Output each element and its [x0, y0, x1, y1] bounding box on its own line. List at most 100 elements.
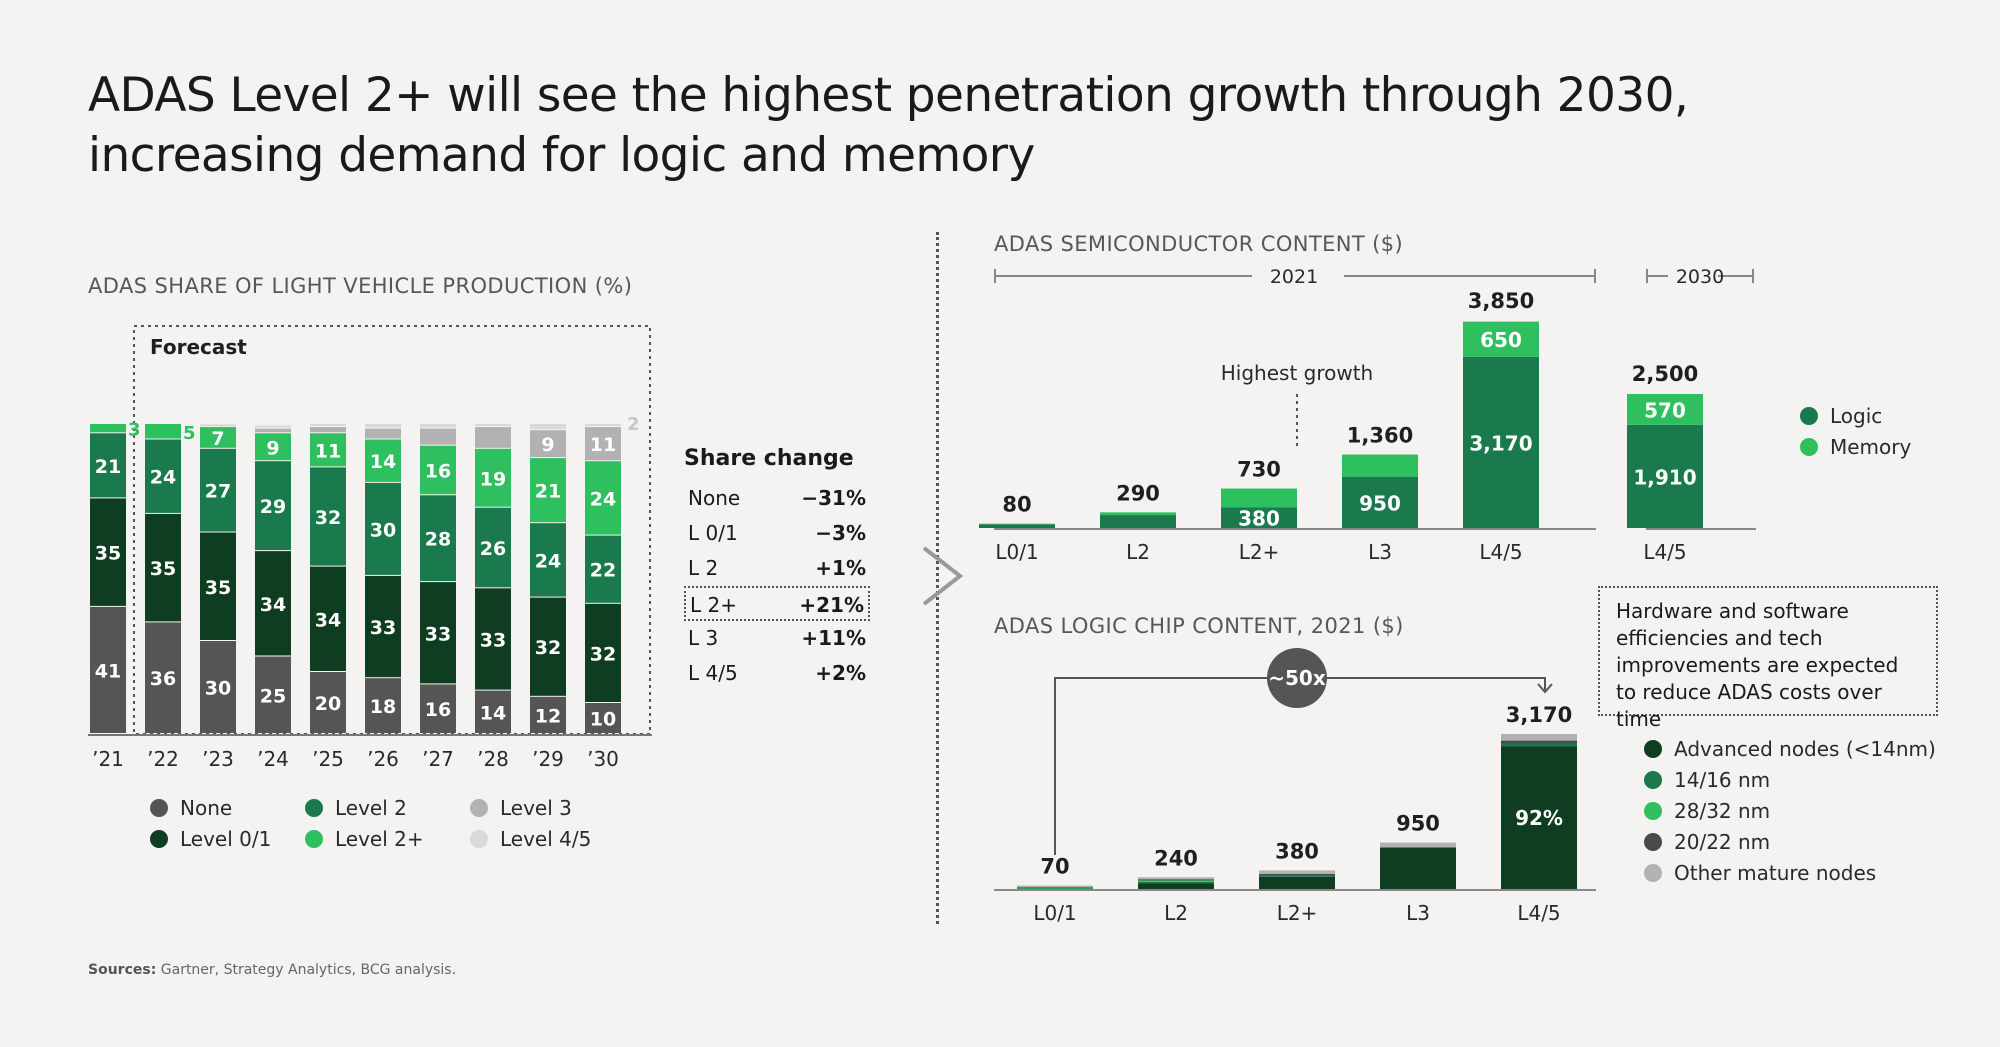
bar-segment: [585, 703, 621, 733]
legend-swatch: [150, 829, 168, 848]
bar-segment: [1138, 883, 1214, 889]
total-label: 290: [1116, 481, 1160, 505]
vertical-divider: [936, 232, 939, 924]
data-label: 35: [95, 543, 121, 565]
x-tick-label: ’27: [422, 747, 454, 771]
legend-swatch: [1800, 406, 1818, 425]
legend-item: Level 2: [305, 792, 424, 823]
data-label: 29: [260, 496, 286, 518]
bar-segment: [475, 424, 511, 427]
bar-segment: [475, 588, 511, 690]
total-label: 80: [1002, 493, 1031, 517]
legend-label: Memory: [1830, 434, 1912, 459]
total-label: 3,170: [1506, 703, 1572, 727]
data-label: 92%: [1515, 806, 1563, 830]
share-change-label: L 2: [688, 556, 719, 580]
data-label: 11: [590, 434, 616, 456]
bar-segment: [200, 425, 236, 427]
bar-segment: [1501, 740, 1577, 744]
x-tick-label: ’24: [257, 747, 289, 771]
legend-item: Memory: [1800, 431, 1911, 462]
x-tick-label: L4/5: [1517, 901, 1560, 925]
bar-segment: [365, 678, 401, 733]
legend-item: Advanced nodes (<14nm): [1644, 733, 1936, 764]
legend-swatch: [1644, 770, 1662, 789]
total-label: 950: [1396, 812, 1440, 836]
bar-segment: [255, 551, 291, 656]
data-label: 570: [1644, 398, 1686, 422]
bar-segment: [475, 448, 511, 507]
data-label: 32: [535, 637, 561, 659]
legend-item: Logic: [1800, 400, 1911, 431]
x-tick-label: ’21: [92, 747, 124, 771]
share-change-value: +2%: [815, 661, 866, 685]
data-label: 5: [183, 423, 196, 444]
share-change-row-highlight: L 2+ +21%: [684, 586, 870, 621]
forecast-label: Forecast: [150, 335, 247, 359]
share-change-value: +1%: [815, 556, 866, 580]
bar-segment: [420, 445, 456, 495]
bar-segment: [1100, 515, 1176, 528]
legend-swatch: [305, 829, 323, 848]
data-label: 36: [150, 668, 176, 690]
share-change-row: L 4/5 +2%: [684, 656, 870, 691]
data-label: 28: [425, 529, 451, 551]
legend-label: Other mature nodes: [1674, 860, 1877, 885]
share-change-row: L 2 +1%: [684, 551, 870, 586]
bar-segment: [1380, 847, 1456, 889]
legend-swatch: [305, 798, 323, 817]
bar-segment: [530, 523, 566, 597]
bar-segment: [585, 461, 621, 535]
legend-item: Other mature nodes: [1644, 857, 1936, 888]
data-label: 35: [205, 577, 231, 599]
x-tick-label: L3: [1406, 901, 1430, 925]
x-tick-label: ’29: [532, 747, 564, 771]
bar-segment: [420, 424, 456, 428]
data-label: 33: [370, 617, 396, 639]
semi-legend: Logic Memory: [1800, 400, 1911, 462]
x-tick-label: L2+: [1277, 901, 1318, 925]
total-label: 730: [1237, 458, 1281, 482]
bar-segment: [979, 524, 1055, 528]
x-tick-label: L4/5: [1479, 540, 1522, 564]
bar-segment: [145, 424, 181, 439]
legend-label: None: [180, 795, 233, 820]
bar-segment: [1017, 887, 1093, 889]
bar-segment: [1259, 876, 1335, 889]
share-change-label: L 4/5: [688, 661, 738, 685]
share-change-value: −3%: [815, 521, 866, 545]
data-label: 12: [535, 705, 561, 727]
data-label: 33: [425, 623, 451, 645]
bar-segment: [255, 656, 291, 733]
legend-label: Advanced nodes (<14nm): [1674, 736, 1936, 761]
share-change-panel: Share change None −31% L 0/1 −3% L 2 +1%…: [684, 446, 870, 691]
bar-segment: [200, 532, 236, 640]
legend-item: Level 2+: [305, 823, 424, 854]
share-change-label: L 3: [688, 626, 719, 650]
bar-segment: [145, 439, 181, 513]
data-label: 34: [315, 609, 341, 631]
data-label: 27: [205, 481, 231, 503]
bar-segment: [1342, 476, 1418, 528]
data-label: 26: [480, 538, 506, 560]
legend-item: Level 3: [470, 792, 591, 823]
bar-segment: [420, 684, 456, 733]
x-tick-label: L3: [1368, 540, 1392, 564]
data-label: 1,910: [1633, 465, 1696, 489]
data-label: 950: [1359, 491, 1401, 515]
legend-swatch: [470, 798, 488, 817]
share-legend-col-1: None Level 0/1: [150, 792, 271, 854]
share-change-value: +21%: [799, 593, 864, 617]
bar-segment: [365, 428, 401, 439]
share-change-label: L 2+: [690, 593, 737, 617]
data-label: 650: [1480, 328, 1522, 352]
bar-segment: [420, 582, 456, 684]
chevron-right-icon: [922, 546, 964, 606]
bar-segment: [1501, 734, 1577, 741]
multiplier-badge: [1267, 648, 1327, 708]
bar-segment: [1259, 875, 1335, 877]
share-legend-col-3: Level 3 Level 4/5: [470, 792, 591, 854]
